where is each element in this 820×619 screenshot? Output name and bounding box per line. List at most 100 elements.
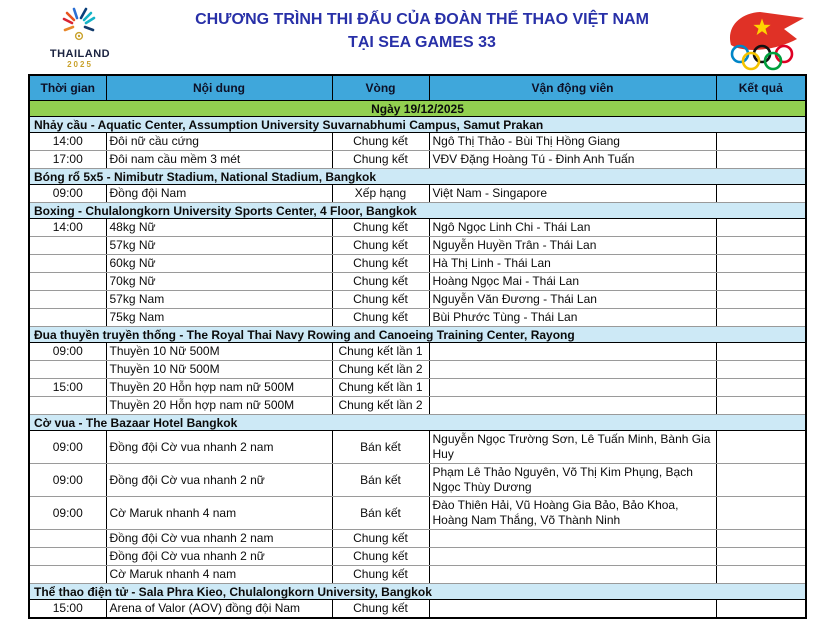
cell-result xyxy=(715,378,807,397)
cell-time xyxy=(28,254,107,273)
cell-result xyxy=(715,360,807,379)
cell-time: 15:00 xyxy=(28,599,107,619)
cell-round: Bán kết xyxy=(331,463,430,497)
column-header-row: Thời gian Nội dung Vòng Vận động viên Kế… xyxy=(28,74,807,101)
cell-athletes: Hà Thị Linh - Thái Lan xyxy=(428,254,717,273)
cell-result xyxy=(715,132,807,151)
table-row: 09:00 Cờ Maruk nhanh 4 nam Bán kết Đào Thiê… xyxy=(28,496,807,530)
cell-athletes: Ngô Thị Thảo - Bùi Thị Hồng Giang xyxy=(428,132,717,151)
cell-round: Chung kết xyxy=(331,272,430,291)
cell-event: Đôi nam cầu mềm 3 mét xyxy=(105,150,333,169)
cell-event: Thuyền 10 Nữ 500M xyxy=(105,342,333,361)
cell-athletes xyxy=(428,547,717,566)
table-row: Đồng đội Cờ vua nhanh 2 nam Chung kết xyxy=(28,529,807,548)
cell-time xyxy=(28,547,107,566)
cell-athletes xyxy=(428,360,717,379)
cell-result xyxy=(715,430,807,464)
cell-round: Chung kết xyxy=(331,547,430,566)
cell-round: Chung kết xyxy=(331,565,430,584)
cell-athletes: VĐV Đặng Hoàng Tú - Đinh Anh Tuấn xyxy=(428,150,717,169)
cell-round: Xếp hạng xyxy=(331,184,430,203)
table-row: 75kg Nam Chung kết Bùi Phước Tùng - Thái L… xyxy=(28,308,807,327)
cell-result xyxy=(715,529,807,548)
cell-time xyxy=(28,360,107,379)
vietnam-flag-olympic-rings-icon xyxy=(729,12,804,71)
cell-athletes: Nguyễn Văn Đương - Thái Lan xyxy=(428,290,717,309)
cell-time xyxy=(28,290,107,309)
schedule-table-body: Nhảy cầu - Aquatic Center, Assumption Un… xyxy=(28,116,807,619)
col-header-result: Kết quả xyxy=(715,74,807,101)
cell-round: Chung kết xyxy=(331,254,430,273)
cell-athletes xyxy=(428,529,717,548)
cell-result xyxy=(715,184,807,203)
vietnam-olympic-logo xyxy=(718,3,810,76)
cell-result xyxy=(715,496,807,530)
table-row: 15:00 Arena of Valor (AOV) đồng đội Nam Ch… xyxy=(28,599,807,619)
cell-time: 15:00 xyxy=(28,378,107,397)
cell-athletes xyxy=(428,342,717,361)
cell-athletes: Phạm Lê Thảo Nguyên, Võ Thị Kim Phụng, B… xyxy=(428,463,717,497)
section-title: Bóng rổ 5x5 - Nimibutr Stadium, National… xyxy=(29,168,806,185)
section-title: Cờ vua - The Bazaar Hotel Bangkok xyxy=(29,414,806,431)
cell-event: Đồng đội Nam xyxy=(105,184,333,203)
cell-time xyxy=(28,396,107,415)
cell-result xyxy=(715,272,807,291)
cell-result xyxy=(715,150,807,169)
table-row: 14:00 Đôi nữ cầu cứng Chung kết Ngô Thị Thả… xyxy=(28,132,807,151)
cell-result xyxy=(715,547,807,566)
cell-round: Chung kết lần 1 xyxy=(331,378,430,397)
col-header-athletes: Vận động viên xyxy=(428,74,717,101)
cell-time xyxy=(28,272,107,291)
cell-time xyxy=(28,236,107,255)
cell-event: 57kg Nữ xyxy=(105,236,333,255)
table-row: Đồng đội Cờ vua nhanh 2 nữ Chung kết xyxy=(28,547,807,566)
title-line-1: CHƯƠNG TRÌNH THI ĐẤU CỦA ĐOÀN THỂ THAO V… xyxy=(195,11,649,28)
cell-result xyxy=(715,308,807,327)
cell-event: 57kg Nam xyxy=(105,290,333,309)
page-header: THAILAND 2025 CHƯƠNG TRÌNH THI ĐẤU CỦA Đ… xyxy=(0,0,820,71)
date-header-row: Ngày 19/12/2025 xyxy=(28,100,807,117)
cell-result xyxy=(715,290,807,309)
cell-event: Thuyền 20 Hỗn hợp nam nữ 500M xyxy=(105,396,333,415)
col-header-round: Vòng xyxy=(331,74,430,101)
table-row: Thuyền 20 Hỗn hợp nam nữ 500M Chung kết l… xyxy=(28,396,807,415)
cell-athletes: Ngô Ngọc Linh Chi - Thái Lan xyxy=(428,218,717,237)
cell-result xyxy=(715,342,807,361)
cell-athletes: Nguyễn Huyền Trân - Thái Lan xyxy=(428,236,717,255)
cell-result xyxy=(715,396,807,415)
thailand-logo-text: THAILAND xyxy=(49,48,111,60)
cell-time xyxy=(28,529,107,548)
cell-event: 60kg Nữ xyxy=(105,254,333,273)
cell-result xyxy=(715,218,807,237)
cell-time xyxy=(28,565,107,584)
schedule-table: Thời gian Nội dung Vòng Vận động viên Kế… xyxy=(28,74,807,619)
cell-time xyxy=(28,308,107,327)
table-row: 15:00 Thuyền 20 Hỗn hợp nam nữ 500M Chung … xyxy=(28,378,807,397)
thailand-2025-logo: THAILAND 2025 xyxy=(34,3,126,69)
cell-athletes: Bùi Phước Tùng - Thái Lan xyxy=(428,308,717,327)
table-row: 70kg Nữ Chung kết Hoàng Ngọc Mai - Thái La… xyxy=(28,272,807,291)
table-row: 17:00 Đôi nam cầu mềm 3 mét Chung kết VĐV Đ… xyxy=(28,150,807,169)
cell-event: Đồng đội Cờ vua nhanh 2 nam xyxy=(105,430,333,464)
cell-result xyxy=(715,599,807,619)
cell-event: Thuyền 20 Hỗn hợp nam nữ 500M xyxy=(105,378,333,397)
cell-time: 14:00 xyxy=(28,132,107,151)
cell-athletes: Nguyễn Ngọc Trường Sơn, Lê Tuấn Minh, Bà… xyxy=(428,430,717,464)
cell-time: 17:00 xyxy=(28,150,107,169)
cell-round: Chung kết xyxy=(331,290,430,309)
cell-result xyxy=(715,254,807,273)
cell-athletes: Đào Thiên Hải, Vũ Hoàng Gia Bảo, Bảo Kho… xyxy=(428,496,717,530)
table-row: 09:00 Đồng đội Cờ vua nhanh 2 nữ Bán kết Ph… xyxy=(28,463,807,497)
page-title: CHƯƠNG TRÌNH THI ĐẤU CỦA ĐOÀN THỂ THAO V… xyxy=(126,3,718,54)
cell-round: Chung kết xyxy=(331,529,430,548)
section-row: Cờ vua - The Bazaar Hotel Bangkok xyxy=(29,414,806,431)
date-header: Ngày 19/12/2025 xyxy=(28,100,807,117)
cell-athletes xyxy=(428,565,717,584)
cell-athletes: Hoàng Ngọc Mai - Thái Lan xyxy=(428,272,717,291)
cell-time: 09:00 xyxy=(28,496,107,530)
cell-event: Cờ Maruk nhanh 4 nam xyxy=(105,565,333,584)
table-row: 57kg Nam Chung kết Nguyễn Văn Đương - Thái… xyxy=(28,290,807,309)
cell-round: Chung kết xyxy=(331,599,430,619)
table-row: 14:00 48kg Nữ Chung kết Ngô Ngọc Linh Chi -… xyxy=(28,218,807,237)
